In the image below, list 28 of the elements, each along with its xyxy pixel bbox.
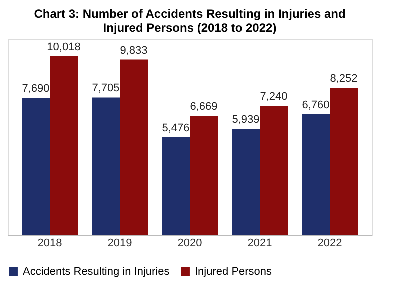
bar — [302, 114, 330, 235]
data-label: 5,939 — [232, 114, 260, 126]
data-label: 10,018 — [47, 41, 81, 54]
bar — [190, 116, 218, 235]
data-label: 9,833 — [120, 44, 148, 57]
x-tick-label: 2018 — [38, 238, 62, 250]
bar — [22, 98, 50, 235]
data-label: 6,669 — [190, 101, 218, 114]
bar — [162, 137, 190, 235]
data-label: 5,476 — [162, 122, 190, 134]
data-label: 7,705 — [92, 82, 120, 95]
bar — [120, 60, 148, 235]
bar — [50, 56, 78, 235]
legend-label: Accidents Resulting in Injuries — [23, 266, 170, 278]
bar — [232, 129, 260, 235]
chart-title: Chart 3: Number of Accidents Resulting in Injuries and Injured Persons (2018 to 2022) — [34, 7, 346, 35]
x-tick-label: 2022 — [318, 238, 342, 250]
bar — [260, 106, 288, 235]
x-tick-label: 2020 — [178, 238, 202, 250]
data-label: 7,240 — [260, 90, 288, 103]
bar — [330, 88, 358, 235]
x-tick-label: 2019 — [108, 238, 132, 250]
bar — [92, 98, 120, 235]
legend-label: Injured Persons — [195, 266, 273, 278]
data-label: 8,252 — [330, 72, 358, 85]
data-label: 7,690 — [22, 82, 50, 95]
x-tick-label: 2021 — [248, 238, 272, 250]
data-label: 6,760 — [302, 100, 330, 112]
